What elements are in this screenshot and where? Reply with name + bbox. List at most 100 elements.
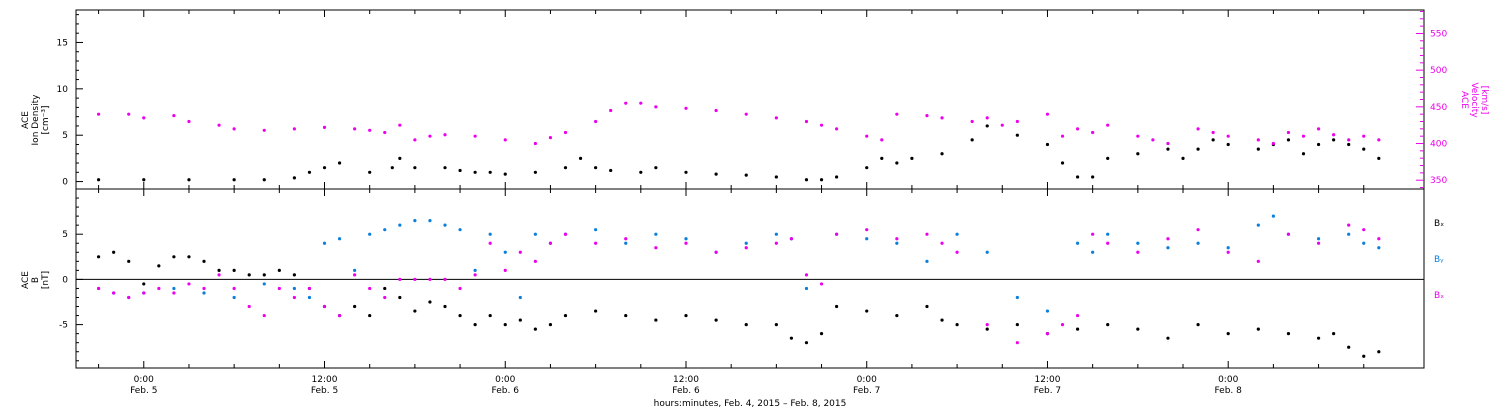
density-velocity-panel-frame: [75, 9, 1425, 190]
bz-point: [774, 241, 778, 245]
by-point: [1316, 237, 1321, 241]
bx-point: [383, 286, 387, 291]
velocity-tick-label: 350: [1430, 176, 1447, 186]
bx-point: [1316, 336, 1321, 340]
density-point: [835, 175, 839, 179]
velocity-tick-label: 400: [1430, 140, 1447, 150]
velocity-point: [172, 114, 176, 118]
density-point: [804, 178, 809, 182]
bx-point: [473, 323, 477, 327]
x-tick-date-label: Feb. 7: [1034, 386, 1061, 396]
field-axis-label-line-2: B: [31, 277, 41, 283]
bx-point: [1226, 332, 1230, 336]
velocity-point: [142, 116, 146, 120]
bz-point: [654, 246, 658, 250]
bx-point: [1106, 323, 1110, 327]
bx-point: [744, 323, 748, 327]
velocity-point: [835, 127, 839, 131]
data-points: [96, 101, 1381, 358]
by-point: [533, 232, 537, 236]
bx-point: [443, 304, 447, 309]
velocity-point: [1347, 138, 1351, 142]
legend-bz: Bₓ: [1434, 291, 1444, 301]
bz-point: [322, 304, 327, 309]
by-point: [774, 232, 778, 236]
bx-point: [413, 309, 417, 313]
velocity-tick-label: 500: [1430, 66, 1447, 76]
density-point: [910, 156, 914, 160]
velocity-point: [443, 133, 447, 137]
bz-point: [187, 282, 191, 286]
density-point: [307, 170, 312, 174]
velocity-point: [985, 116, 989, 120]
velocity-point: [880, 138, 884, 142]
density-point: [1226, 142, 1230, 147]
bz-point: [1166, 237, 1170, 241]
velocity-point: [383, 130, 387, 135]
bz-point: [458, 286, 462, 291]
density-point: [413, 166, 417, 170]
bz-point: [232, 286, 236, 291]
density-tick-label: 15: [57, 38, 68, 48]
by-point: [1015, 295, 1019, 300]
bz-point: [804, 273, 809, 277]
velocity-point: [940, 116, 944, 120]
density-point: [1181, 156, 1185, 160]
bz-point: [1226, 250, 1230, 254]
density-point: [594, 166, 598, 170]
bz-point: [473, 273, 477, 277]
by-point: [383, 228, 387, 232]
density-point: [458, 168, 462, 173]
bz-point: [835, 232, 839, 236]
bx-point: [865, 309, 869, 313]
field-tick-label: 5: [62, 230, 68, 240]
density-point: [368, 170, 372, 174]
by-point: [654, 232, 658, 236]
bx-point: [533, 327, 537, 331]
bx-point: [1286, 332, 1291, 336]
bz-point: [247, 304, 251, 309]
density-point: [1332, 138, 1336, 142]
bz-point: [1015, 341, 1019, 345]
bz-point: [398, 277, 402, 282]
velocity-point: [1136, 134, 1140, 138]
by-point: [413, 219, 417, 223]
by-point: [1377, 246, 1381, 250]
velocity-point: [96, 112, 101, 116]
by-point: [865, 237, 869, 241]
bx-point: [654, 318, 658, 322]
velocity-point: [684, 106, 688, 110]
velocity-point: [187, 119, 191, 124]
by-point: [172, 286, 176, 291]
bz-point: [518, 250, 522, 254]
bz-point: [985, 323, 989, 327]
density-point: [473, 170, 477, 174]
density-axis-label-line-1: ACE: [21, 111, 31, 129]
density-point: [1075, 175, 1080, 179]
bx-point: [142, 282, 146, 286]
density-point: [1316, 142, 1321, 147]
velocity-point: [1151, 138, 1155, 142]
density-point: [578, 156, 583, 160]
density-point: [563, 166, 568, 170]
bx-point: [458, 313, 462, 318]
bx-point: [518, 318, 522, 322]
bx-point: [503, 323, 507, 327]
x-tick-time-label: 0:00: [857, 375, 877, 385]
velocity-point: [744, 112, 748, 116]
bx-point: [488, 313, 492, 318]
density-point: [390, 166, 394, 170]
by-point: [337, 237, 342, 241]
bx-point: [1256, 327, 1260, 331]
density-point: [322, 166, 327, 170]
bz-point: [1347, 223, 1351, 227]
bx-point: [1166, 336, 1170, 340]
bz-point: [413, 277, 417, 282]
density-point: [880, 156, 884, 160]
velocity-point: [232, 127, 236, 131]
x-tick-time-label: 0:00: [1218, 375, 1238, 385]
density-point: [1166, 147, 1170, 151]
velocity-point: [503, 138, 507, 142]
density-point: [1362, 147, 1366, 151]
